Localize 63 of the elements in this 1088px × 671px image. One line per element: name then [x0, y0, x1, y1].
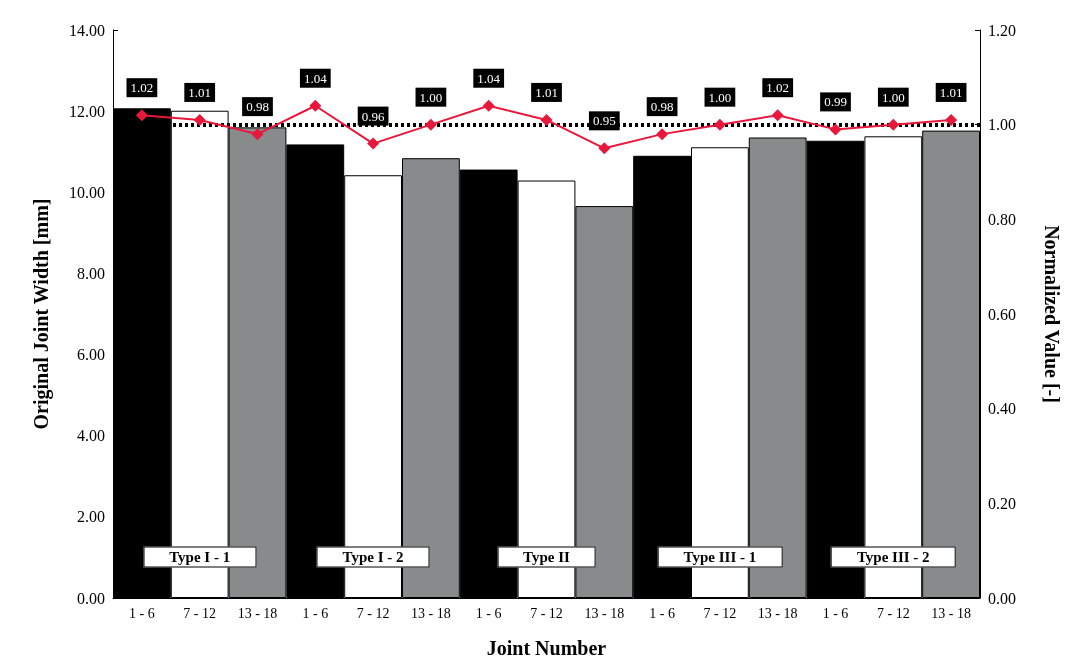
data-label: 1.01	[188, 84, 212, 100]
data-label: 1.02	[130, 80, 154, 96]
point	[540, 113, 553, 126]
x-tick-label: 1 - 6	[302, 605, 329, 621]
point	[829, 123, 842, 136]
y2-tick-label: 1.20	[988, 21, 1016, 39]
y-tick-label: 6.00	[77, 346, 105, 364]
data-label: 1.04	[477, 70, 501, 86]
y-axis-title: Original Joint Width [mm]	[30, 198, 53, 430]
data-label: 1.02	[766, 80, 790, 96]
y-tick-label: 2.00	[77, 508, 105, 526]
x-tick-label: 7 - 12	[703, 605, 737, 621]
x-tick-label: 1 - 6	[475, 605, 502, 621]
x-axis-title: Joint Number	[486, 637, 607, 659]
data-label: 1.00	[881, 89, 905, 105]
point	[482, 99, 495, 112]
data-label: 1.00	[708, 89, 732, 105]
x-tick-label: 1 - 6	[129, 605, 155, 621]
x-tick-label: 13 - 18	[757, 605, 798, 621]
x-tick-label: 7 - 12	[183, 605, 217, 621]
y-tick-label: 10.00	[69, 183, 105, 201]
y-tick-label: 14.00	[69, 21, 105, 39]
y2-tick-label: 0.40	[988, 400, 1016, 418]
point	[367, 137, 380, 150]
point	[598, 142, 611, 155]
data-label: 0.98	[246, 99, 269, 115]
point	[713, 118, 726, 131]
point	[424, 118, 437, 131]
point	[887, 118, 900, 131]
y2-tick-label: 0.60	[988, 305, 1016, 323]
y-tick-label: 4.00	[77, 427, 105, 445]
y2-tick-label: 1.00	[988, 116, 1016, 134]
y-tick-label: 0.00	[77, 589, 105, 607]
x-tick-label: 13 - 18	[931, 605, 971, 621]
y2-tick-label: 0.00	[988, 589, 1016, 607]
x-tick-label: 13 - 18	[584, 605, 625, 621]
y-tick-label: 12.00	[69, 102, 105, 120]
point	[193, 113, 206, 126]
x-tick-label: 7 - 12	[876, 605, 910, 621]
point	[309, 99, 322, 112]
data-label: 1.00	[419, 89, 443, 105]
data-label: 1.04	[303, 70, 328, 86]
y2-tick-label: 0.80	[988, 210, 1016, 228]
x-tick-label: 7 - 12	[530, 605, 563, 621]
data-label: 1.01	[535, 84, 558, 100]
data-label: 1.01	[939, 84, 963, 100]
point	[945, 113, 958, 126]
data-label: 0.98	[650, 99, 674, 115]
data-label: 0.96	[361, 108, 385, 124]
point	[656, 128, 669, 141]
x-tick-label: 7 - 12	[356, 605, 390, 621]
x-tick-label: 13 - 18	[411, 605, 451, 621]
point	[135, 109, 148, 122]
x-tick-label: 1 - 6	[649, 605, 675, 621]
y2-tick-label: 0.20	[988, 494, 1016, 512]
data-label: 0.95	[592, 113, 616, 129]
point	[251, 128, 264, 141]
data-label: 0.99	[824, 94, 847, 110]
x-tick-label: 13 - 18	[237, 605, 278, 621]
y-tick-label: 8.00	[77, 264, 105, 282]
point	[771, 109, 784, 122]
x-tick-label: 1 - 6	[822, 605, 849, 621]
y2-axis-title: Normalized Value [-]	[1041, 225, 1063, 403]
